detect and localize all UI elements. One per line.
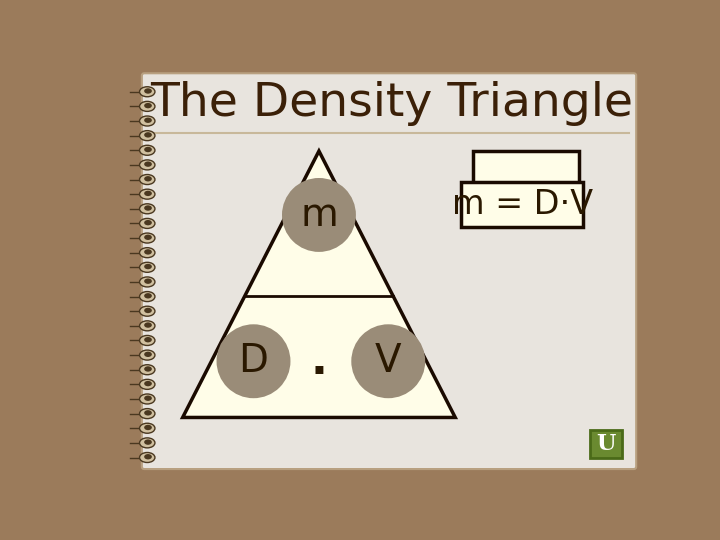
Ellipse shape: [140, 277, 155, 287]
Ellipse shape: [144, 176, 152, 181]
Ellipse shape: [144, 366, 152, 372]
FancyBboxPatch shape: [142, 73, 636, 469]
Ellipse shape: [140, 409, 155, 419]
Text: m: m: [300, 196, 338, 234]
Ellipse shape: [140, 335, 155, 346]
Ellipse shape: [140, 174, 155, 185]
Text: D: D: [238, 342, 269, 380]
Ellipse shape: [140, 102, 155, 111]
Ellipse shape: [140, 306, 155, 316]
Ellipse shape: [144, 191, 152, 196]
Ellipse shape: [144, 103, 152, 109]
Ellipse shape: [144, 234, 152, 240]
Bar: [473, 151, 579, 219]
Ellipse shape: [140, 438, 155, 448]
Ellipse shape: [140, 379, 155, 389]
Ellipse shape: [140, 423, 155, 433]
Ellipse shape: [144, 205, 152, 211]
Ellipse shape: [144, 425, 152, 430]
Ellipse shape: [144, 381, 152, 386]
Circle shape: [217, 325, 290, 398]
Ellipse shape: [144, 161, 152, 167]
Ellipse shape: [144, 440, 152, 445]
Ellipse shape: [140, 453, 155, 462]
Ellipse shape: [144, 264, 152, 269]
Bar: [462, 182, 583, 226]
Ellipse shape: [144, 249, 152, 254]
Ellipse shape: [140, 131, 155, 140]
Text: U: U: [596, 433, 616, 455]
Text: The Density Triangle: The Density Triangle: [150, 81, 634, 126]
Ellipse shape: [140, 160, 155, 170]
Ellipse shape: [140, 350, 155, 360]
Text: V: V: [375, 342, 402, 380]
Text: .: .: [310, 340, 328, 383]
Ellipse shape: [140, 292, 155, 301]
Ellipse shape: [144, 118, 152, 123]
Ellipse shape: [144, 147, 152, 152]
Ellipse shape: [144, 293, 152, 299]
Text: m = D·V: m = D·V: [451, 188, 593, 221]
Ellipse shape: [144, 454, 152, 460]
Ellipse shape: [140, 116, 155, 126]
Circle shape: [282, 178, 356, 252]
Ellipse shape: [144, 395, 152, 401]
Ellipse shape: [144, 220, 152, 225]
Polygon shape: [183, 151, 455, 417]
Ellipse shape: [140, 364, 155, 375]
Ellipse shape: [144, 279, 152, 284]
Ellipse shape: [140, 218, 155, 228]
Ellipse shape: [140, 233, 155, 243]
Ellipse shape: [140, 87, 155, 97]
Ellipse shape: [140, 262, 155, 272]
Ellipse shape: [140, 248, 155, 258]
Ellipse shape: [144, 322, 152, 328]
Ellipse shape: [140, 189, 155, 199]
Ellipse shape: [140, 394, 155, 404]
Ellipse shape: [140, 204, 155, 214]
Ellipse shape: [144, 308, 152, 313]
Bar: [590, 430, 622, 457]
Ellipse shape: [144, 337, 152, 342]
Ellipse shape: [140, 321, 155, 331]
Ellipse shape: [140, 145, 155, 156]
Ellipse shape: [144, 88, 152, 93]
Ellipse shape: [144, 132, 152, 138]
Circle shape: [351, 325, 426, 398]
Ellipse shape: [144, 352, 152, 357]
Ellipse shape: [144, 410, 152, 416]
